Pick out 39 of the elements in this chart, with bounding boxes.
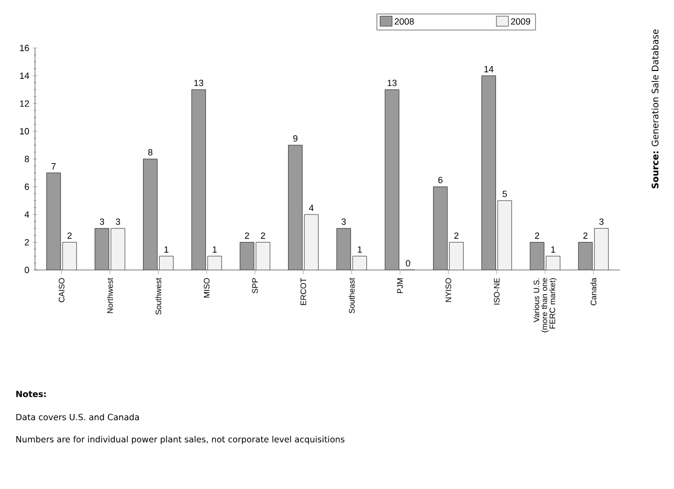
data-label: 2 (583, 232, 588, 239)
data-label: 13 (194, 80, 204, 86)
data-label: 3 (100, 218, 104, 225)
data-label: 3 (116, 218, 120, 225)
y-tick-label: 8 (24, 156, 29, 162)
data-label: 4 (309, 204, 314, 211)
y-tick-label: 12 (20, 100, 29, 107)
data-label: 1 (358, 246, 362, 253)
y-tick-label: 16 (20, 44, 29, 52)
data-label: 6 (438, 176, 442, 184)
data-label: 13 (388, 80, 397, 86)
data-label: 2 (454, 232, 458, 239)
text: Data covers U.S. and Canada (16, 414, 139, 420)
data-label: 8 (148, 149, 152, 156)
data-label: 2 (260, 232, 266, 239)
data-label: 2 (535, 232, 540, 239)
y-tick-label: 0 (24, 266, 30, 274)
data-label: 1 (164, 246, 168, 253)
legend-label: 2009 (511, 18, 530, 25)
y-tick-label: 10 (20, 128, 30, 134)
data-label: 1 (212, 246, 217, 253)
text: Numbers are for individual power plant sales, not corporate level acquisitions (16, 436, 344, 444)
data-label: 3 (342, 218, 346, 225)
y-tick-label: 6 (24, 184, 29, 190)
y-tick-label: 4 (24, 211, 30, 218)
data-label: 2 (244, 232, 250, 239)
data-label: 1 (551, 246, 556, 253)
y-tick-label: 14 (20, 72, 30, 79)
text: Notes: (16, 390, 46, 398)
data-label: 7 (52, 163, 56, 170)
legend-label: 2008 (394, 18, 414, 25)
data-label: 14 (484, 66, 494, 72)
data-label: 5 (502, 190, 507, 198)
data-label: 3 (599, 218, 604, 225)
data-label: 9 (293, 135, 298, 142)
y-tick-label: 2 (24, 239, 29, 246)
data-label: 0 (406, 260, 410, 266)
data-label: 2 (68, 232, 72, 239)
text: Source: Generation Sale Database (652, 30, 658, 188)
